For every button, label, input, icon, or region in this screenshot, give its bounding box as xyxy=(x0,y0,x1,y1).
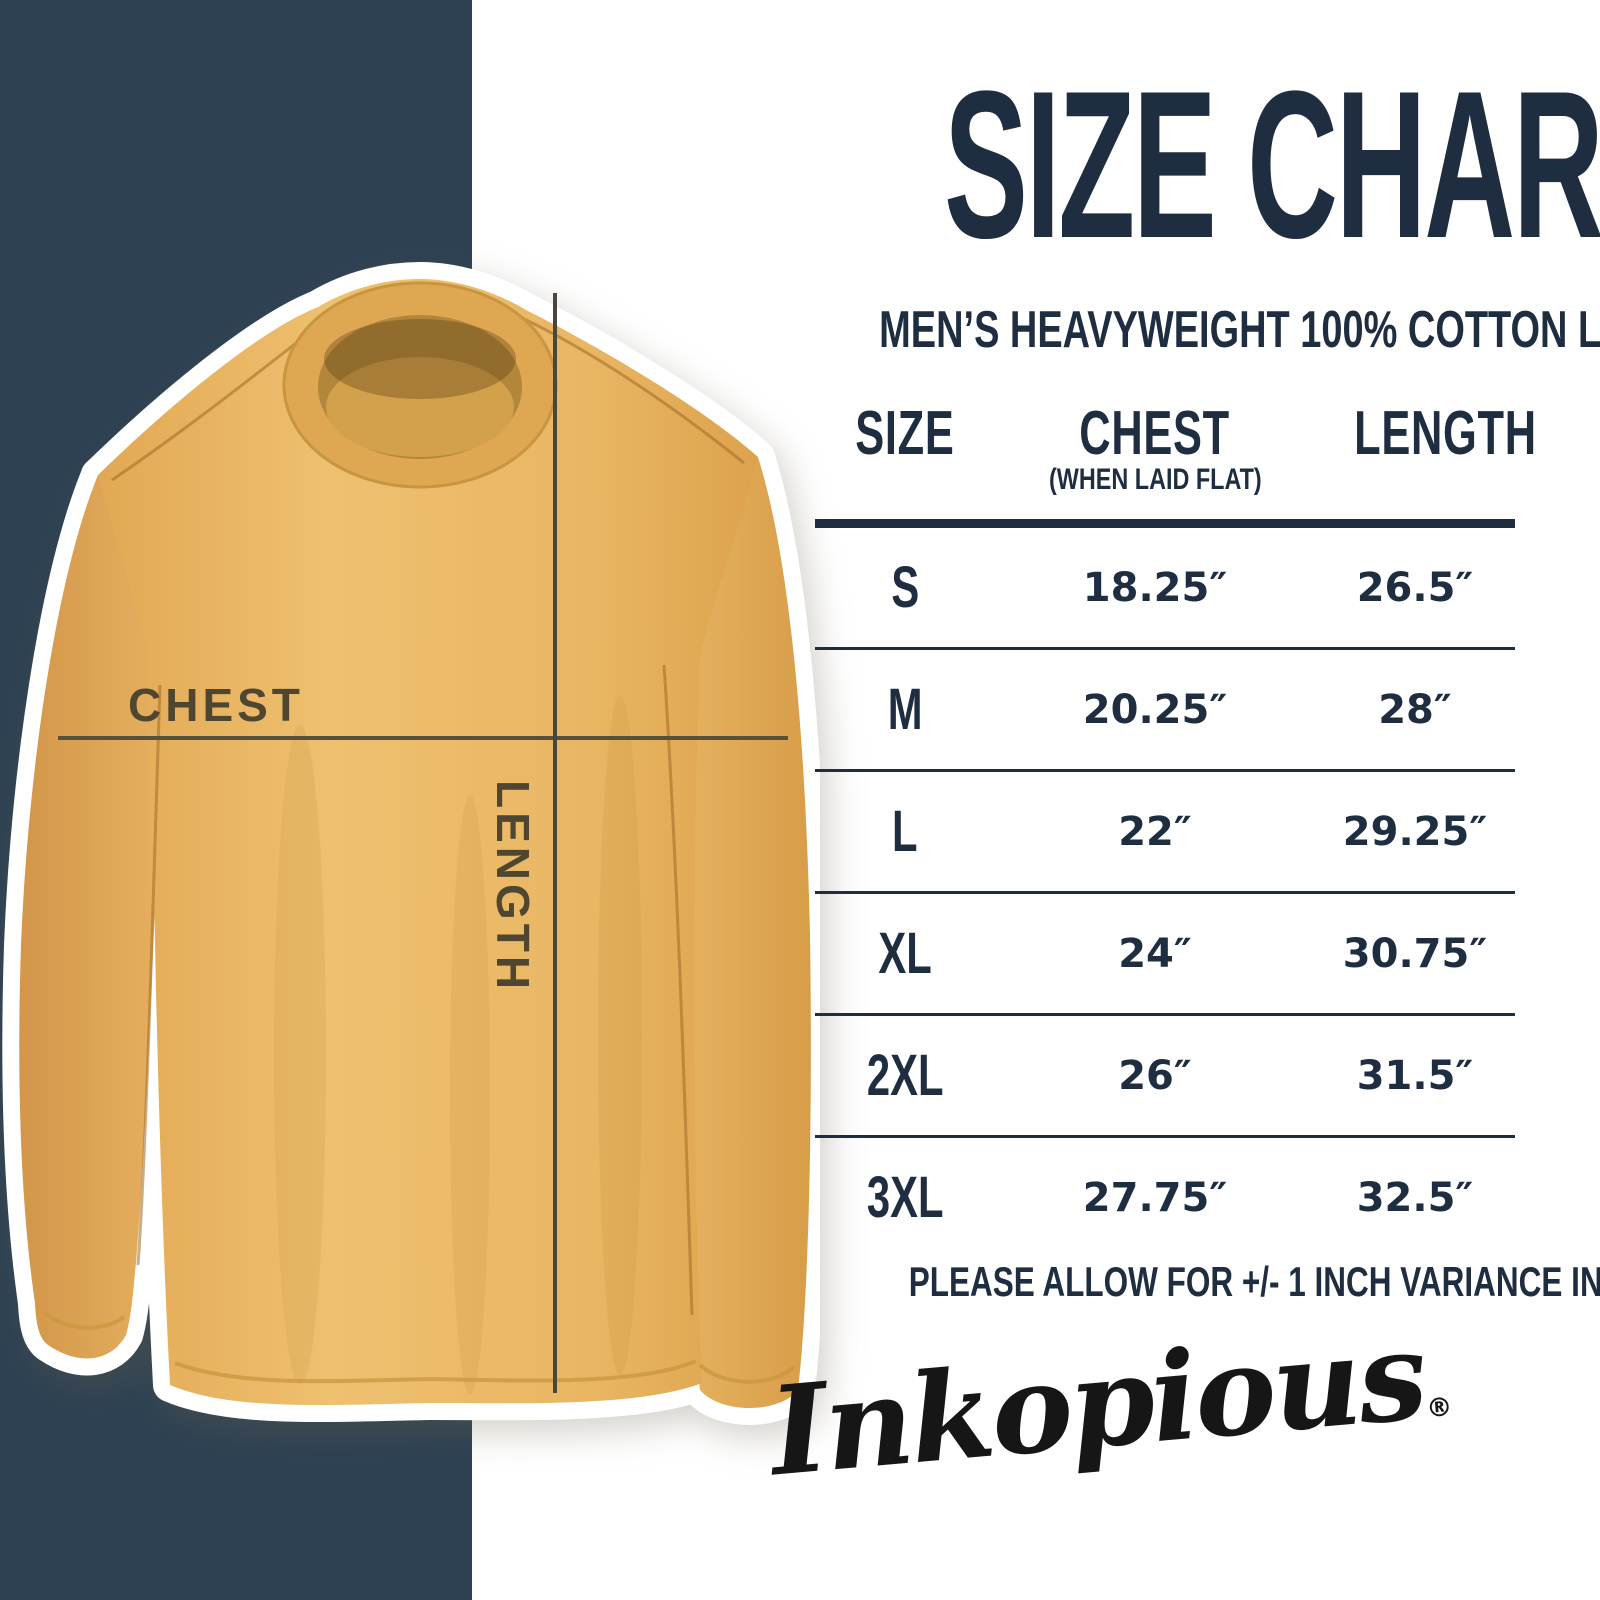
column-header-chest-label: CHEST xyxy=(1079,399,1231,468)
size-value: L xyxy=(892,799,918,864)
length-measure-label: LENGTH xyxy=(487,780,539,993)
page-title: SIZE CHART xyxy=(944,47,1600,282)
chest-value: 20.25″ xyxy=(1082,686,1228,733)
page-subtitle-wrap: MEN’S HEAVYWEIGHT 100% COTTON LONG SLEEV… xyxy=(700,300,1600,360)
column-header-size-label: SIZE xyxy=(855,399,955,468)
variance-note: PLEASE ALLOW FOR +/- 1 INCH VARIANCE IN … xyxy=(908,1258,1600,1305)
length-value: 31.5″ xyxy=(1356,1052,1474,1099)
table-row: L 22″ 29.25″ xyxy=(815,769,1515,891)
hem-stitching xyxy=(42,1311,796,1384)
size-value: S xyxy=(891,555,919,620)
table-row: XL 24″ 30.75″ xyxy=(815,891,1515,1013)
column-header-length-label: LENGTH xyxy=(1354,399,1537,468)
fabric-folds xyxy=(274,695,642,1395)
size-value: 3XL xyxy=(866,1165,944,1230)
chest-value: 27.75″ xyxy=(1082,1174,1228,1221)
size-cell: S xyxy=(815,554,995,621)
size-cell: XL xyxy=(815,920,995,987)
size-value: 2XL xyxy=(866,1043,944,1108)
size-cell: 2XL xyxy=(815,1042,995,1109)
length-value: 32.5″ xyxy=(1356,1174,1474,1221)
length-value: 30.75″ xyxy=(1342,930,1488,977)
shirt-body xyxy=(98,279,758,1406)
size-table-header: SIZE CHEST (WHEN LAID FLAT) LENGTH xyxy=(815,398,1536,528)
size-table: SIZE CHEST (WHEN LAID FLAT) LENGTH S 18.… xyxy=(815,398,1536,1257)
table-row: 3XL 27.75″ 32.5″ xyxy=(815,1135,1515,1257)
chest-subnote-label: (WHEN LAID FLAT) xyxy=(1048,463,1262,496)
chest-value: 24″ xyxy=(1118,930,1192,977)
table-row: 2XL 26″ 31.5″ xyxy=(815,1013,1515,1135)
size-value: XL xyxy=(878,921,932,986)
brand-logo-text: Inkopious xyxy=(764,1302,1430,1504)
chest-measure-label: CHEST xyxy=(128,679,304,731)
registered-mark: ® xyxy=(1425,1392,1454,1425)
chest-value: 26″ xyxy=(1118,1052,1192,1099)
length-value: 29.25″ xyxy=(1342,808,1488,855)
column-header-length: LENGTH xyxy=(1315,398,1536,469)
size-cell: M xyxy=(815,676,995,743)
page-title-wrap: SIZE CHART xyxy=(700,60,1600,270)
size-cell: 3XL xyxy=(815,1164,995,1231)
column-header-chest: CHEST (WHEN LAID FLAT) xyxy=(995,398,1315,497)
table-row: S 18.25″ 26.5″ xyxy=(815,528,1515,647)
chest-value: 18.25″ xyxy=(1082,564,1228,611)
shirt-sleeve-left xyxy=(19,475,176,1359)
page-subtitle: MEN’S HEAVYWEIGHT 100% COTTON LONG SLEEV… xyxy=(879,301,1600,359)
table-row: M 20.25″ 28″ xyxy=(815,647,1515,769)
column-header-size: SIZE xyxy=(815,398,995,469)
collar xyxy=(282,281,558,489)
size-cell: L xyxy=(815,798,995,865)
length-value: 28″ xyxy=(1378,686,1452,733)
column-header-chest-subnote: (WHEN LAID FLAT) xyxy=(995,463,1315,497)
length-value: 26.5″ xyxy=(1356,564,1474,611)
chest-value: 22″ xyxy=(1118,808,1192,855)
size-value: M xyxy=(887,677,923,742)
variance-note-wrap: PLEASE ALLOW FOR +/- 1 INCH VARIANCE IN … xyxy=(780,1258,1600,1306)
shirt-photo: CHEST LENGTH xyxy=(2,262,820,1425)
